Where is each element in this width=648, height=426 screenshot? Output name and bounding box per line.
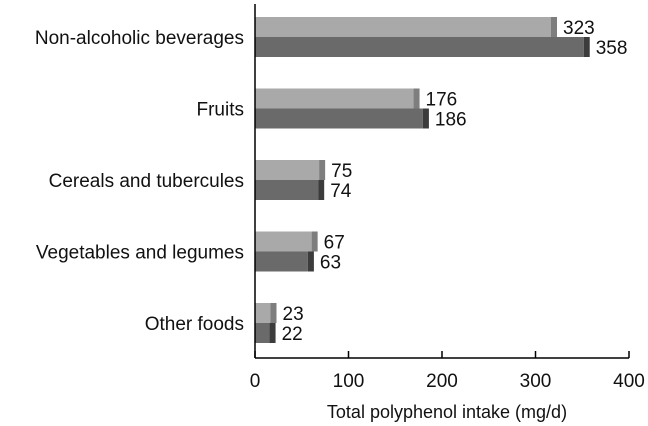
- bar-end-non-alcoholic-beverages-series-2: [583, 37, 590, 57]
- value-label-vegetables-and-legumes-series-1: 67: [324, 233, 345, 254]
- value-label-other-foods-series-1: 23: [283, 304, 304, 325]
- value-label-cereals-and-tubercules-series-2: 74: [330, 181, 352, 202]
- bar-other-foods-series-1: [255, 303, 271, 323]
- x-tick-label-300: 300: [520, 371, 552, 392]
- bar-non-alcoholic-beverages-series-1: [255, 17, 552, 37]
- bar-cereals-and-tubercules-series-1: [255, 160, 320, 180]
- category-label-fruits: Fruits: [197, 100, 245, 121]
- bar-vegetables-and-legumes-series-2: [255, 251, 308, 272]
- bar-end-fruits-series-1: [413, 88, 420, 109]
- bar-other-foods-series-2: [255, 323, 270, 343]
- bar-vegetables-and-legumes-series-1: [255, 231, 312, 252]
- category-label-cereals-and-tubercules: Cereals and tubercules: [49, 171, 244, 192]
- x-axis-ticks: 0 100 200 300 400: [250, 351, 645, 392]
- value-label-cereals-and-tubercules-series-1: 75: [331, 161, 352, 182]
- x-tick-label-400: 400: [613, 371, 645, 392]
- category-label-vegetables-and-legumes: Vegetables and legumes: [36, 243, 244, 264]
- bar-non-alcoholic-beverages-series-2: [255, 37, 584, 57]
- value-label-other-foods-series-2: 22: [282, 324, 303, 345]
- bar-end-cereals-and-tubercules-series-2: [318, 180, 325, 200]
- bar-fruits-series-1: [255, 88, 414, 109]
- bar-end-other-foods-series-1: [270, 303, 277, 323]
- bar-end-non-alcoholic-beverages-series-1: [551, 17, 558, 37]
- value-label-fruits-series-1: 176: [426, 90, 458, 111]
- bars: [255, 17, 590, 343]
- x-tick-label-0: 0: [250, 371, 261, 392]
- category-label-non-alcoholic-beverages: Non-alcoholic beverages: [35, 28, 244, 49]
- bar-end-vegetables-and-legumes-series-1: [311, 231, 318, 252]
- bar-end-vegetables-and-legumes-series-2: [307, 251, 314, 272]
- category-label-other-foods: Other foods: [145, 314, 244, 335]
- value-label-non-alcoholic-beverages-series-1: 323: [563, 18, 595, 39]
- value-label-fruits-series-2: 186: [435, 110, 467, 131]
- value-label-non-alcoholic-beverages-series-2: 358: [596, 38, 628, 59]
- bar-cereals-and-tubercules-series-2: [255, 180, 319, 200]
- x-axis-title: Total polyphenol intake (mg/d): [327, 402, 567, 422]
- x-tick-label-100: 100: [333, 371, 365, 392]
- bar-end-other-foods-series-2: [269, 323, 276, 343]
- bar-end-fruits-series-2: [422, 108, 429, 129]
- value-label-vegetables-and-legumes-series-2: 63: [320, 253, 341, 274]
- bar-end-cereals-and-tubercules-series-1: [319, 160, 326, 180]
- x-tick-label-200: 200: [426, 371, 458, 392]
- bar-fruits-series-2: [255, 108, 423, 129]
- category-labels: Non-alcoholic beverages Fruits Cereals and…: [35, 28, 244, 335]
